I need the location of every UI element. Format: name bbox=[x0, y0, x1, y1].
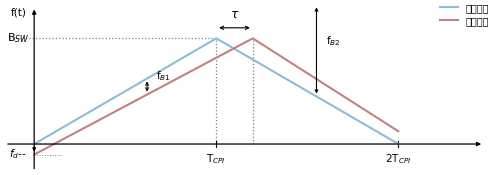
Text: f$_d$--: f$_d$-- bbox=[9, 148, 27, 162]
Text: 2T$_{CPI}$: 2T$_{CPI}$ bbox=[385, 152, 411, 166]
Text: B$_{SW}$: B$_{SW}$ bbox=[7, 32, 30, 45]
Text: f$_{B2}$: f$_{B2}$ bbox=[326, 35, 340, 48]
Text: T$_{CPI}$: T$_{CPI}$ bbox=[206, 152, 227, 166]
Legend: 发射信号, 接收信号: 发射信号, 接收信号 bbox=[440, 3, 489, 26]
Text: f(t): f(t) bbox=[11, 8, 27, 18]
Text: f$_{B1}$: f$_{B1}$ bbox=[156, 69, 171, 83]
Text: τ: τ bbox=[231, 8, 238, 22]
